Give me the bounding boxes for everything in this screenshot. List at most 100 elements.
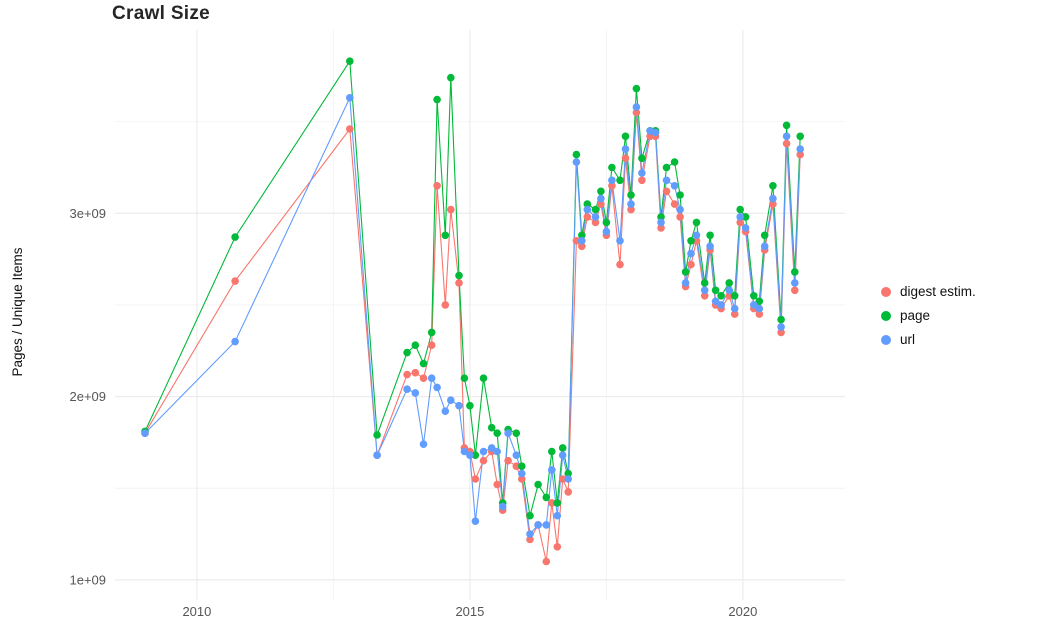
- data-point: [548, 466, 556, 474]
- data-point: [687, 249, 695, 258]
- data-point: [479, 374, 488, 383]
- data-point: [479, 456, 488, 465]
- data-point: [725, 279, 733, 287]
- data-point: [676, 191, 684, 199]
- data-point: [796, 132, 804, 141]
- data-point: [769, 182, 777, 190]
- data-point: [518, 469, 526, 478]
- y-tick-label: 3e+09: [69, 206, 106, 221]
- data-point: [455, 279, 463, 287]
- series-line: [144, 95, 801, 536]
- data-point: [471, 517, 480, 525]
- data-point: [687, 237, 695, 245]
- data-point: [760, 242, 769, 251]
- data-point: [627, 200, 635, 208]
- data-point: [782, 121, 791, 130]
- data-point: [231, 233, 239, 241]
- data-point: [646, 132, 654, 141]
- data-point: [578, 242, 586, 251]
- data-point: [621, 132, 630, 141]
- data-point: [427, 374, 436, 383]
- data-point: [621, 154, 630, 163]
- data-point: [447, 396, 455, 405]
- legend-key-dot-digest: [881, 286, 891, 297]
- data-point: [638, 176, 646, 185]
- data-point: [471, 475, 480, 483]
- data-point: [373, 431, 381, 439]
- data-point: [231, 277, 239, 285]
- data-point: [597, 194, 605, 203]
- data-point: [616, 260, 624, 269]
- data-point: [676, 205, 684, 214]
- data-point: [441, 407, 450, 416]
- data-point: [493, 429, 502, 438]
- data-point: [493, 447, 502, 456]
- data-point: [706, 231, 714, 240]
- data-point: [681, 268, 690, 276]
- data-point: [564, 469, 572, 478]
- data-point: [512, 451, 521, 460]
- data-point: [591, 205, 600, 214]
- data-point: [471, 451, 480, 460]
- data-point: [403, 348, 411, 357]
- data-point: [791, 279, 799, 287]
- data-point: [769, 194, 777, 203]
- data-point: [700, 286, 709, 295]
- data-point: [632, 84, 641, 93]
- legend: digest estim. page url: [881, 283, 976, 348]
- data-point: [782, 132, 791, 141]
- y-tick-label: 1e+09: [69, 572, 106, 587]
- data-point: [542, 521, 551, 529]
- data-point: [403, 370, 411, 379]
- data-point: [638, 154, 646, 163]
- data-point: [460, 447, 469, 456]
- data-point: [736, 213, 744, 221]
- data-point: [433, 383, 441, 392]
- data-point: [692, 218, 701, 227]
- data-point: [616, 176, 624, 185]
- data-point: [692, 237, 701, 245]
- data-point: [676, 213, 684, 221]
- data-point: [591, 218, 600, 227]
- data-point: [706, 242, 714, 251]
- data-point: [796, 150, 804, 159]
- data-point: [346, 57, 354, 65]
- data-point: [638, 169, 646, 177]
- data-point: [534, 480, 542, 489]
- data-point: [791, 286, 799, 295]
- legend-label-url: url: [900, 332, 916, 347]
- data-point: [662, 187, 671, 196]
- data-point: [777, 323, 785, 331]
- data-point: [526, 511, 534, 520]
- data-point: [755, 297, 764, 306]
- data-point: [346, 125, 354, 133]
- data-point: [564, 475, 572, 483]
- data-point: [782, 139, 791, 148]
- data-point: [796, 145, 804, 153]
- data-point: [460, 374, 469, 383]
- data-point: [433, 95, 441, 104]
- data-point: [616, 237, 624, 245]
- data-point: [558, 451, 567, 460]
- data-point: [692, 231, 701, 240]
- data-point: [466, 451, 474, 460]
- data-point: [725, 286, 733, 295]
- data-point: [578, 237, 586, 245]
- data-point: [447, 205, 455, 214]
- data-point: [583, 205, 592, 214]
- data-point: [662, 176, 671, 185]
- data-point: [687, 260, 695, 269]
- data-point: [632, 103, 641, 111]
- data-point: [373, 451, 381, 460]
- data-point: [602, 227, 611, 236]
- legend-key-dot-page: [881, 310, 891, 321]
- data-point: [602, 218, 611, 227]
- data-point: [608, 163, 616, 172]
- data-point: [419, 374, 428, 383]
- data-point: [657, 218, 665, 227]
- data-point: [769, 200, 777, 208]
- data-point: [755, 310, 764, 318]
- data-point: [755, 304, 764, 313]
- data-point: [791, 268, 799, 276]
